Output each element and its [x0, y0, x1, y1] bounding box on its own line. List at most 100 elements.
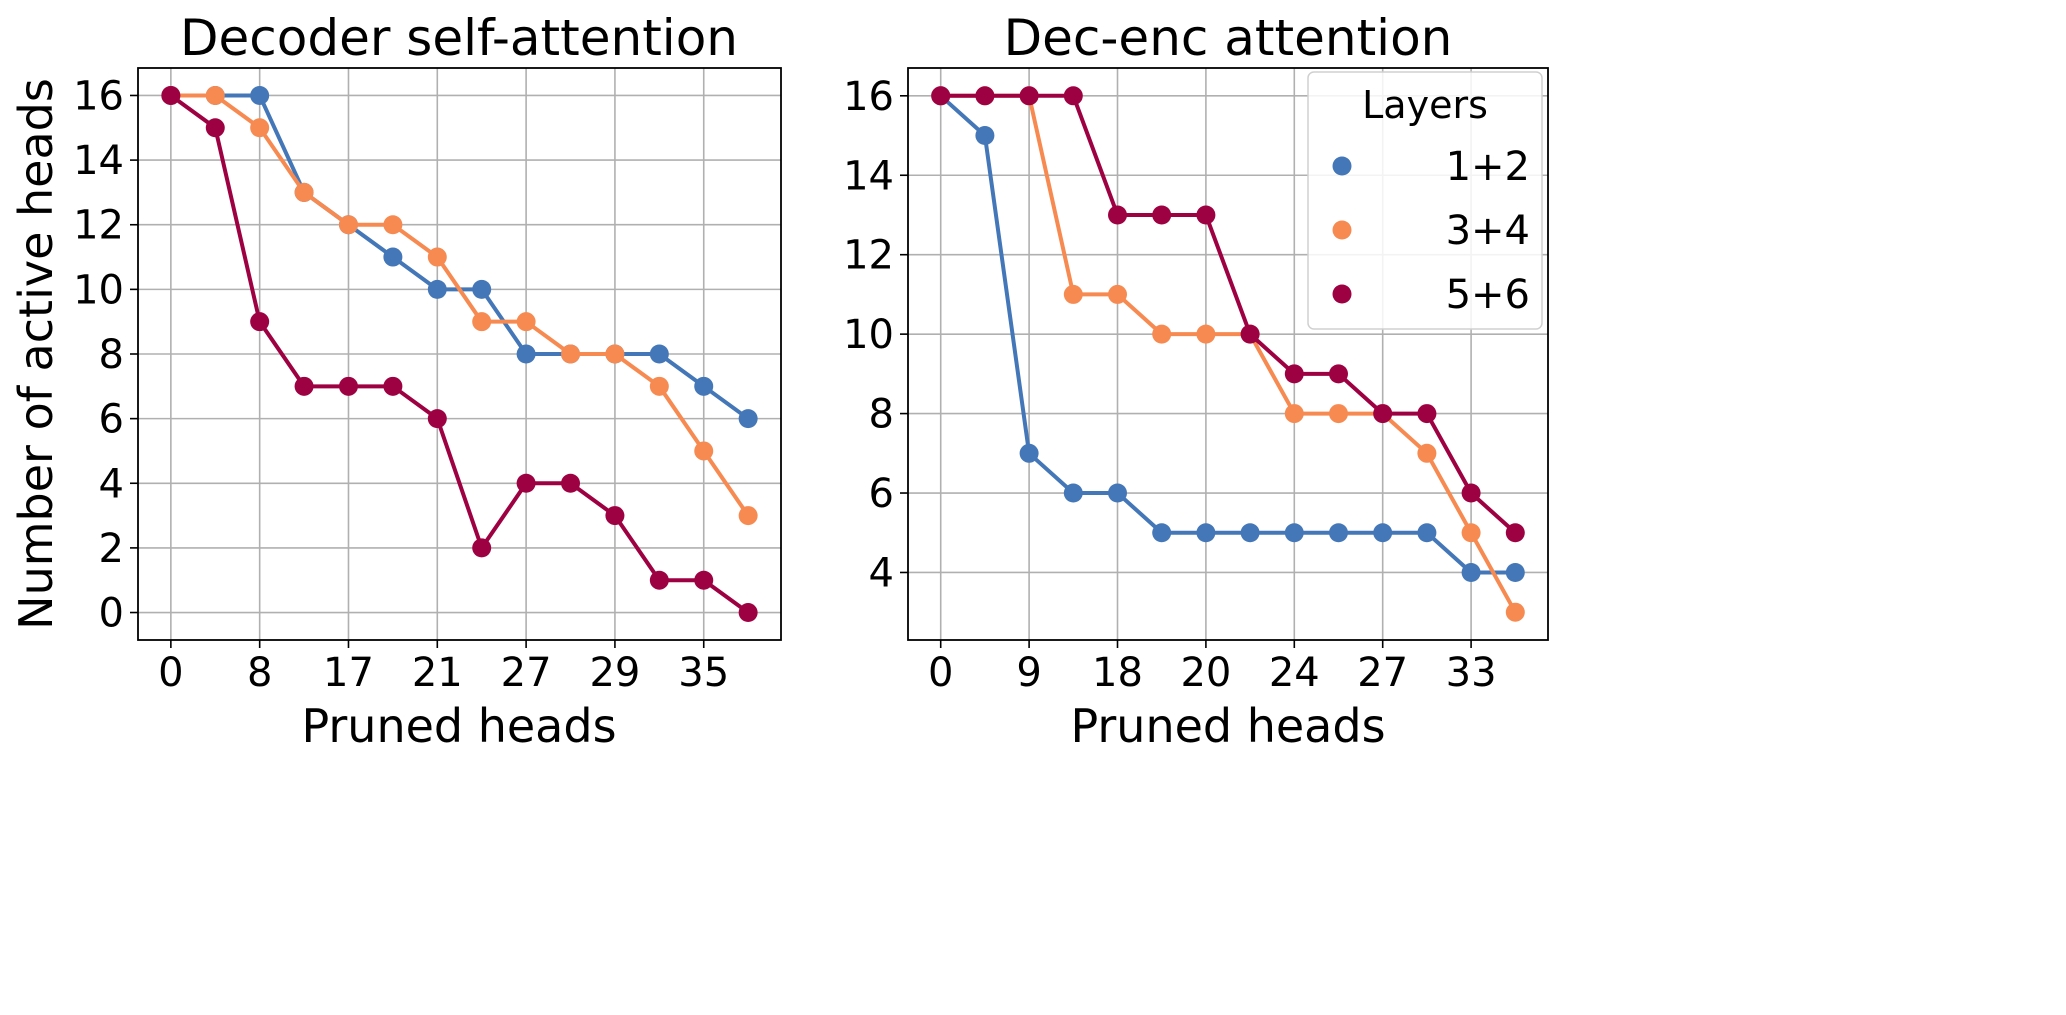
x-tick-label: 21: [412, 650, 463, 696]
data-point: [1108, 284, 1128, 304]
series-line: [940, 93, 1518, 614]
data-point: [161, 85, 181, 105]
left-x-axis-label: Pruned heads: [301, 699, 616, 753]
axes-frame: [907, 67, 1549, 641]
data-point: [294, 376, 314, 396]
legend-box: [1307, 71, 1543, 330]
data-point: [1063, 86, 1083, 106]
y-tick-label: 8: [99, 332, 124, 378]
data-point: [472, 279, 492, 299]
data-point: [694, 570, 714, 590]
data-point: [649, 344, 669, 364]
data-point: [1108, 205, 1128, 225]
x-tick-label: 24: [1269, 650, 1320, 696]
data-point: [1019, 86, 1039, 106]
data-point: [1505, 523, 1525, 543]
data-point: [1240, 523, 1260, 543]
data-point: [1196, 523, 1216, 543]
legend: Layers 1+2 3+4 5+6: [1307, 71, 1543, 330]
data-point: [1417, 404, 1437, 424]
data-point: [427, 409, 447, 429]
data-point: [1063, 284, 1083, 304]
data-point: [383, 247, 403, 267]
data-point: [931, 86, 951, 106]
data-point: [250, 85, 270, 105]
x-tick-label: 17: [323, 650, 374, 696]
data-point: [1505, 562, 1525, 582]
x-tick-label: 0: [158, 650, 183, 696]
data-point: [1373, 523, 1393, 543]
data-point: [294, 182, 314, 202]
data-point: [1328, 364, 1348, 384]
y-tick-label: 6: [99, 397, 124, 443]
data-point: [516, 473, 536, 493]
legend-label: 3+4: [1446, 208, 1530, 254]
right-x-axis-label: Pruned heads: [1070, 699, 1385, 753]
x-tick-label: 9: [1016, 650, 1041, 696]
x-tick-label: 20: [1180, 650, 1231, 696]
data-point: [1152, 523, 1172, 543]
y-tick-label: 4: [99, 461, 124, 507]
data-point: [427, 279, 447, 299]
data-point: [1152, 205, 1172, 225]
data-point: [1461, 483, 1481, 503]
data-point: [1328, 523, 1348, 543]
data-point: [1108, 483, 1128, 503]
x-tick-label: 33: [1446, 650, 1497, 696]
y-tick-label: 8: [869, 392, 894, 438]
x-tick-label: 0: [928, 650, 953, 696]
data-point: [472, 312, 492, 332]
data-point: [383, 215, 403, 235]
y-tick-label: 2: [99, 526, 124, 572]
data-point: [694, 441, 714, 461]
legend-marker: [1332, 220, 1352, 240]
data-point: [1063, 483, 1083, 503]
x-tick-label: 27: [501, 650, 552, 696]
y-tick-label: 16: [73, 73, 124, 119]
legend-label: 1+2: [1446, 144, 1530, 190]
data-point: [1505, 602, 1525, 622]
y-tick-label: 14: [73, 138, 124, 184]
y-tick-label: 6: [869, 471, 894, 517]
y-tick-label: 10: [73, 267, 124, 313]
data-point: [1152, 324, 1172, 344]
data-point: [605, 344, 625, 364]
data-point: [383, 376, 403, 396]
series-5+6: [161, 85, 758, 623]
legend-marker: [1332, 156, 1352, 176]
data-point: [649, 570, 669, 590]
data-point: [649, 376, 669, 396]
data-point: [1417, 523, 1437, 543]
x-tick-label: 27: [1357, 650, 1408, 696]
y-tick-label: 16: [843, 74, 894, 120]
data-point: [738, 409, 758, 429]
data-point: [1284, 364, 1304, 384]
data-point: [250, 118, 270, 138]
data-point: [1284, 404, 1304, 424]
data-point: [250, 312, 270, 332]
y-tick-label: 4: [869, 550, 894, 596]
data-point: [561, 344, 581, 364]
data-point: [1461, 562, 1481, 582]
y-tick-label: 10: [843, 312, 894, 358]
data-point: [1284, 523, 1304, 543]
legend-marker: [1332, 284, 1352, 304]
data-point: [1328, 404, 1348, 424]
data-point: [975, 86, 995, 106]
right-chart: 0 9 18 20 24 27 33 4 6 8 10 12 14 16 Layers 1+2 3+4 5+6: [843, 67, 1549, 696]
data-point: [1196, 324, 1216, 344]
right-chart-title: Dec-enc attention: [1004, 9, 1453, 67]
legend-label: 5+6: [1446, 272, 1530, 318]
left-chart: 0 8 17 21 27 29 35 0 2 4 6 8 10 12 14 16: [73, 67, 782, 696]
series-5+6: [931, 86, 1525, 543]
y-tick-label: 14: [843, 153, 894, 199]
x-tick-label: 8: [247, 650, 272, 696]
x-tick-label: 18: [1092, 650, 1143, 696]
data-point: [205, 85, 225, 105]
data-point: [516, 344, 536, 364]
data-point: [338, 215, 358, 235]
data-point: [694, 376, 714, 396]
data-point: [738, 603, 758, 623]
data-point: [1196, 205, 1216, 225]
series-1+2: [931, 86, 1525, 582]
